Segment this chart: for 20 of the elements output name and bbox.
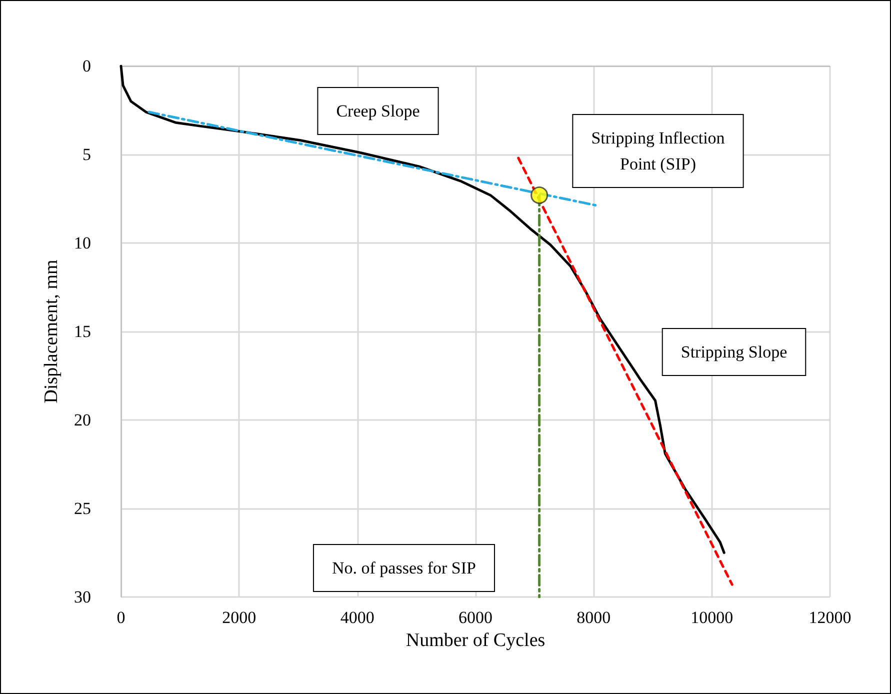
annotation: No. of passes for SIP bbox=[332, 558, 476, 578]
x-axis-title: Number of Cycles bbox=[406, 630, 546, 651]
x-tick-label: 4000 bbox=[340, 608, 374, 627]
x-tick-label: 2000 bbox=[222, 608, 256, 627]
x-tick-label: 0 bbox=[116, 608, 126, 627]
y-tick-label: 15 bbox=[74, 322, 91, 341]
x-tick-label: 10000 bbox=[690, 608, 734, 627]
y-tick-label: 0 bbox=[82, 56, 91, 76]
y-tick-label: 10 bbox=[74, 234, 91, 252]
x-tick-label: 12000 bbox=[808, 608, 852, 627]
annotation: Creep Slope bbox=[336, 102, 420, 120]
x-tick-label: 6000 bbox=[458, 608, 492, 627]
y-axis-title: Displacement, mm bbox=[41, 260, 62, 404]
annotation: Stripping Inflection Point (SIP) bbox=[591, 128, 726, 174]
y-tick-label: 5 bbox=[82, 145, 91, 164]
x-tick-label: 8000 bbox=[576, 608, 611, 627]
y-tick-label: 25 bbox=[74, 499, 91, 518]
y-tick-label: 30 bbox=[74, 588, 91, 606]
annotation: Stripping Slope bbox=[680, 342, 788, 362]
y-tick-label: 20 bbox=[74, 410, 91, 430]
